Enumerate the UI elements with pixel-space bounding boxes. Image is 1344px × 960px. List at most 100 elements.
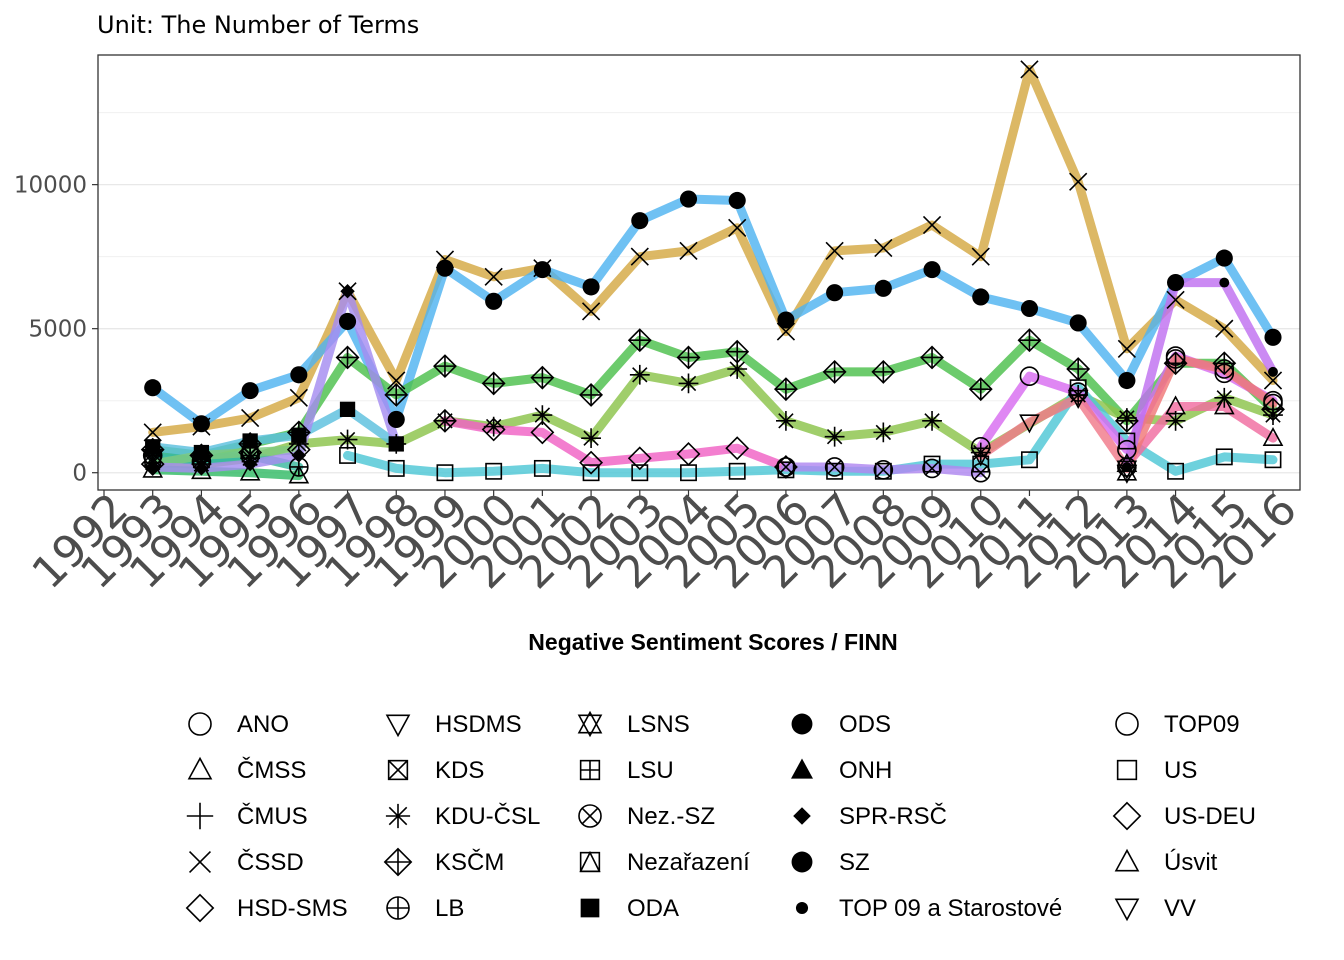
point-ods xyxy=(874,279,892,297)
point-us xyxy=(582,464,600,482)
legend-label: Nezařazení xyxy=(627,849,750,876)
point-ano xyxy=(1263,393,1283,414)
legend-item: ANO xyxy=(188,711,289,738)
point-ods xyxy=(826,284,844,302)
point--ssd xyxy=(1117,339,1136,358)
point-kdu-sl xyxy=(581,428,601,449)
point-kdu-sl xyxy=(1263,405,1283,425)
point-us-deu xyxy=(579,450,604,475)
point-ods xyxy=(777,311,795,329)
point-ks-m xyxy=(579,383,604,407)
point-kdu-sl xyxy=(873,422,894,443)
point--ssd xyxy=(630,247,649,266)
point-top-09-a-starostov- xyxy=(1219,277,1230,288)
point-kdu-sl xyxy=(970,442,991,463)
point-kdu-sl xyxy=(435,410,455,431)
point-us xyxy=(1021,451,1038,469)
legend-item: US-DEU xyxy=(1112,801,1256,831)
point-ods xyxy=(923,261,941,279)
point-ods xyxy=(679,190,698,208)
y-tick-label: 10000 xyxy=(14,173,87,199)
legend-item: LSNS xyxy=(577,710,690,738)
series-line-hsd-sms xyxy=(148,445,304,469)
point-top-09-a-starostov- xyxy=(1170,277,1181,288)
point-ks-m xyxy=(335,345,360,370)
legend-item: HSD-SMS xyxy=(185,893,348,923)
point-us xyxy=(387,459,405,477)
point-ods xyxy=(1118,371,1136,390)
legend-label: KSČM xyxy=(435,848,504,876)
point-us xyxy=(1167,462,1185,480)
legend-item: KDS xyxy=(387,757,484,784)
point-ks-m xyxy=(822,359,847,384)
point-hsd-sms xyxy=(140,452,165,477)
legend-label: ČSSD xyxy=(237,848,304,876)
point--mss xyxy=(239,461,261,481)
point-us-deu xyxy=(627,446,652,471)
series-line-top-09-a-starostov- xyxy=(1122,278,1278,472)
point-us xyxy=(339,446,356,464)
point-kdu-sl xyxy=(727,359,748,379)
point-lsns xyxy=(1116,461,1138,484)
point-kdu-sl xyxy=(1116,408,1137,428)
point-ods xyxy=(533,261,551,279)
point-ods xyxy=(436,259,454,277)
point-ano xyxy=(1165,349,1186,369)
point-nez-sz xyxy=(824,457,845,477)
point-ods xyxy=(582,278,600,296)
legend-item: LSU xyxy=(579,757,674,784)
point-oda xyxy=(193,444,210,461)
point-us-deu xyxy=(676,442,701,466)
point-vv xyxy=(970,447,992,467)
legend-item: ODS xyxy=(791,711,891,738)
legend-label: TOP 09 a Starostové xyxy=(839,895,1062,922)
point-ks-m xyxy=(871,359,896,384)
legend-label: ČMUS xyxy=(237,802,308,830)
point--ssd xyxy=(679,241,698,261)
point-ks-m xyxy=(627,328,652,353)
legend-label: ONH xyxy=(839,757,892,784)
series-line--svit xyxy=(1122,402,1278,469)
point-us xyxy=(1264,451,1282,469)
point--ssd xyxy=(241,408,260,428)
legend-label: ODS xyxy=(839,711,891,738)
legend: ANO ČMSS ČMUS ČSSD HSD-SMS HSDMS KDS KDU-ČSL KSČ… xyxy=(185,710,1256,923)
point-ods xyxy=(290,366,308,384)
point-spr-rs- xyxy=(194,461,209,476)
legend-item: VV xyxy=(1114,895,1196,922)
x-axis-label: Negative Sentiment Scores / FINN xyxy=(528,629,897,655)
series-lines xyxy=(148,64,1278,481)
point-kdu-sl xyxy=(776,410,796,431)
point-ods xyxy=(1069,314,1087,332)
point-us xyxy=(631,464,649,482)
point--ssd xyxy=(289,388,308,407)
point-oda xyxy=(291,427,307,443)
legend-item: KDU-ČSL xyxy=(385,802,540,830)
point--ssd xyxy=(387,371,406,390)
legend-item: ODA xyxy=(580,895,679,922)
point-spr-rs- xyxy=(389,436,404,452)
point-ks-m xyxy=(433,354,457,379)
series-markers xyxy=(140,60,1285,484)
point-vv xyxy=(1019,414,1040,434)
legend-item: SZ xyxy=(791,849,870,876)
series-line-vv xyxy=(976,393,1132,473)
point-ks-m xyxy=(481,371,506,396)
point-ods xyxy=(387,410,405,428)
point-kdu-sl xyxy=(288,434,309,454)
point--ssd xyxy=(922,215,942,235)
point-kdu-sl xyxy=(532,405,553,425)
legend-item: HSDMS xyxy=(385,711,522,738)
legend-label: ANO xyxy=(237,711,289,738)
legend-item: ČMSS xyxy=(187,756,306,784)
point-vv xyxy=(1116,460,1138,480)
point-spr-rs- xyxy=(291,448,307,463)
point-oda xyxy=(339,401,356,417)
point-kdu-sl xyxy=(1165,410,1186,431)
point--ssd xyxy=(1166,290,1185,309)
point-kdu-sl xyxy=(922,410,942,431)
point-us-deu xyxy=(773,455,798,479)
point-ods xyxy=(972,288,990,306)
point-kdu-sl xyxy=(337,429,358,450)
